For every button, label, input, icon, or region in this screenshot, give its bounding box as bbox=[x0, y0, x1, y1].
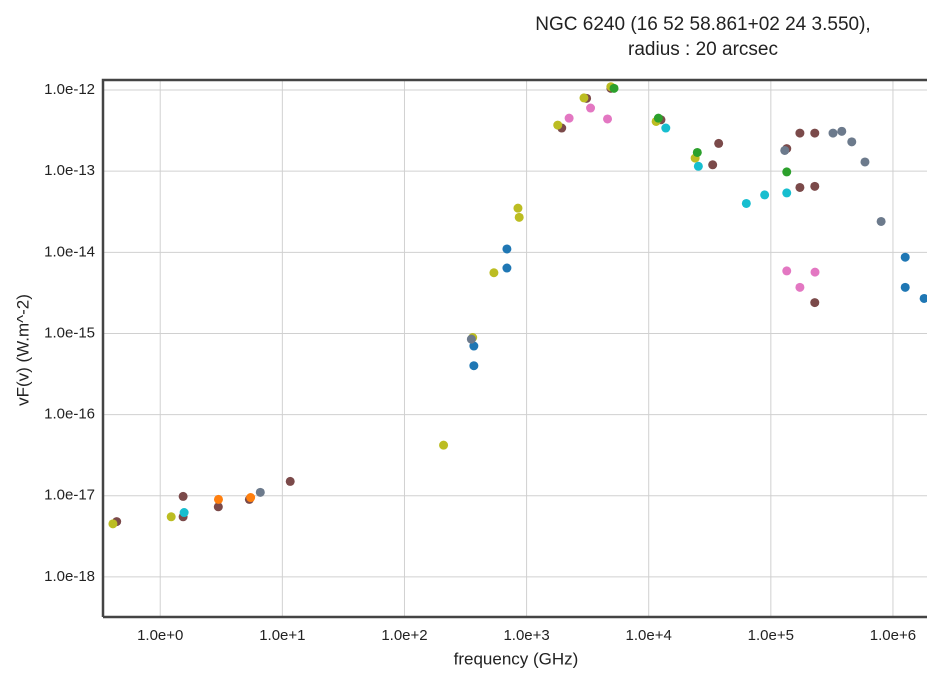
y-tick-label: 1.0e-14 bbox=[44, 243, 95, 260]
x-tick-label: 1.0e+1 bbox=[259, 627, 305, 644]
data-point bbox=[741, 198, 751, 208]
data-point bbox=[439, 440, 449, 450]
x-tick-label: 1.0e+5 bbox=[748, 627, 794, 644]
data-point bbox=[795, 282, 805, 292]
data-point bbox=[609, 83, 619, 93]
data-point bbox=[285, 476, 295, 486]
chart-subtitle: radius : 20 arcsec bbox=[628, 39, 778, 60]
y-tick-label: 1.0e-15 bbox=[44, 324, 95, 341]
data-point bbox=[810, 267, 820, 277]
data-point bbox=[760, 190, 770, 200]
data-point bbox=[810, 181, 820, 191]
data-point bbox=[837, 126, 847, 136]
frame bbox=[101, 78, 927, 617]
x-tick-label: 1.0e+6 bbox=[870, 627, 916, 644]
data-point bbox=[692, 147, 702, 157]
data-point bbox=[255, 487, 265, 497]
data-point bbox=[782, 266, 792, 276]
data-point bbox=[179, 508, 189, 518]
data-point bbox=[579, 93, 589, 103]
data-point bbox=[661, 123, 671, 133]
data-point bbox=[553, 120, 563, 130]
data-point bbox=[900, 252, 910, 262]
data-point bbox=[810, 128, 820, 138]
grid bbox=[103, 80, 927, 617]
data-point bbox=[166, 512, 176, 522]
data-point bbox=[828, 128, 838, 138]
data-point bbox=[603, 114, 613, 124]
data-point bbox=[586, 103, 596, 113]
data-point bbox=[876, 216, 886, 226]
y-tick-label: 1.0e-12 bbox=[44, 81, 95, 98]
x-tick-label: 1.0e+3 bbox=[503, 627, 549, 644]
data-point bbox=[466, 334, 476, 344]
marks bbox=[108, 82, 927, 529]
data-point bbox=[178, 491, 188, 501]
data-point bbox=[900, 282, 910, 292]
chart-title: NGC 6240 (16 52 58.861+02 24 3.550), bbox=[535, 14, 870, 35]
y-tick-label: 1.0e-17 bbox=[44, 487, 95, 504]
data-point bbox=[693, 161, 703, 171]
y-tick-label: 1.0e-18 bbox=[44, 568, 95, 585]
x-tick-label: 1.0e+2 bbox=[381, 627, 427, 644]
data-point bbox=[489, 268, 499, 278]
data-point bbox=[213, 494, 223, 504]
data-point bbox=[795, 128, 805, 138]
y-axis-label: vF(v) (W.m^-2) bbox=[13, 294, 32, 406]
x-tick-label: 1.0e+0 bbox=[137, 627, 183, 644]
x-axis-label: frequency (GHz) bbox=[454, 649, 579, 668]
data-point bbox=[502, 244, 512, 254]
data-point bbox=[780, 145, 790, 155]
data-point bbox=[246, 493, 256, 503]
data-point bbox=[469, 361, 479, 371]
data-point bbox=[708, 160, 718, 170]
data-point bbox=[782, 167, 792, 177]
x-tick-label: 1.0e+4 bbox=[626, 627, 672, 644]
y-tick-label: 1.0e-13 bbox=[44, 162, 95, 179]
data-point bbox=[213, 502, 223, 512]
data-point bbox=[502, 263, 512, 273]
data-point bbox=[919, 293, 927, 303]
data-point bbox=[469, 341, 479, 351]
data-point bbox=[795, 182, 805, 192]
data-point bbox=[810, 298, 820, 308]
data-point bbox=[514, 212, 524, 222]
data-point bbox=[513, 203, 523, 213]
data-point bbox=[564, 113, 574, 123]
data-point bbox=[782, 188, 792, 198]
data-point bbox=[653, 113, 663, 123]
data-point bbox=[847, 137, 857, 147]
data-point bbox=[714, 138, 724, 148]
y-tick-label: 1.0e-16 bbox=[44, 406, 95, 423]
data-point bbox=[860, 157, 870, 167]
data-point bbox=[108, 519, 118, 529]
